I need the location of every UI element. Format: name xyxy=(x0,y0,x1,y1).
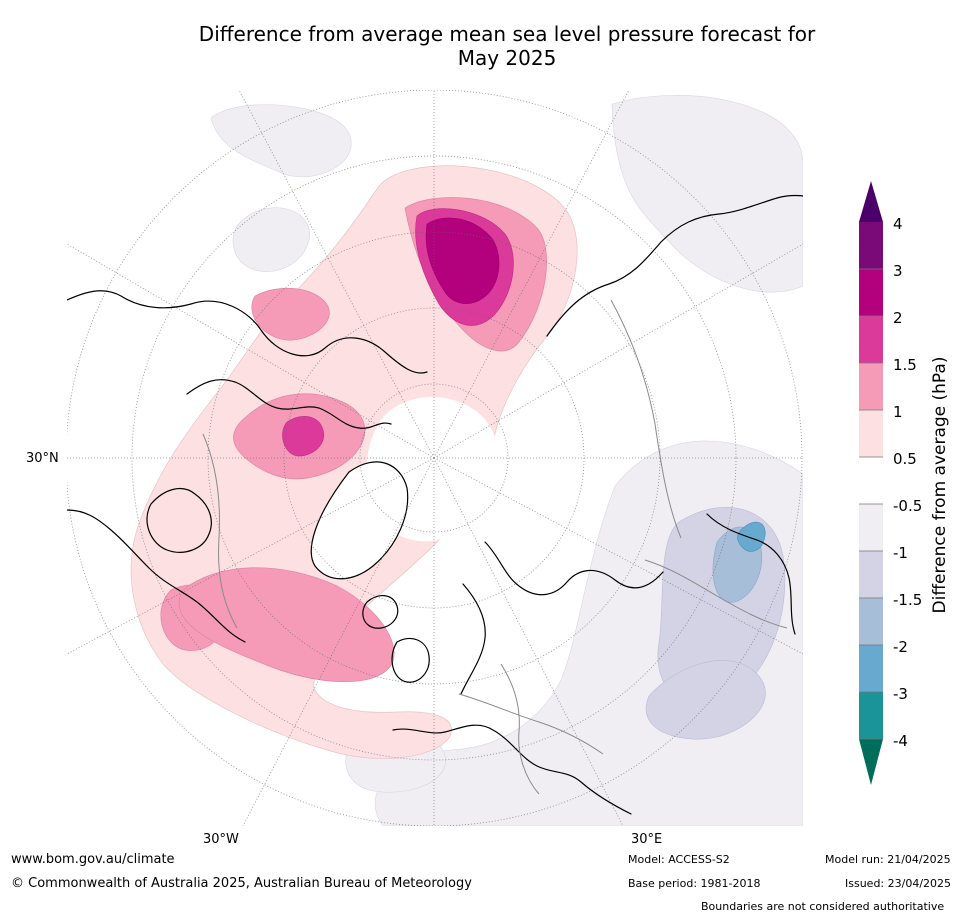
anomaly-light-lilac-northwest xyxy=(210,104,352,177)
title-line-1: Difference from average mean sea level p… xyxy=(198,22,816,46)
boundary-asia-2 xyxy=(644,559,788,629)
legend-band-0-5-to-1 xyxy=(859,410,883,457)
legend-band-2-to-3 xyxy=(859,269,883,316)
legend-label-minus-4: -4 xyxy=(893,732,908,750)
latitude-label-30n: 30°N xyxy=(26,451,59,466)
legend-band-minus-1-to-minus-1-5 xyxy=(859,551,883,598)
graticule-latitude-50 xyxy=(131,155,737,761)
coastline-europe-north xyxy=(484,541,664,596)
boundary-europe-2 xyxy=(500,663,540,795)
model-run-date: Model run: 21/04/2025 xyxy=(825,853,951,866)
meridian-120w xyxy=(67,243,435,459)
anomaly-magenta-arctic-north-america xyxy=(282,416,325,457)
legend-label-4: 4 xyxy=(893,215,903,233)
legend-band-minus-2-to-minus-3 xyxy=(859,645,883,692)
boundaries-disclaimer: Boundaries are not considered authoritat… xyxy=(701,900,945,913)
title-line-2: May 2025 xyxy=(457,46,557,70)
anomaly-blue-core xyxy=(737,521,766,552)
coastline-north-america-arctic xyxy=(186,379,392,429)
chart-title: Difference from average mean sea level p… xyxy=(0,22,965,70)
longitude-label-30w: 30°W xyxy=(203,832,239,847)
legend-band-3-to-4 xyxy=(859,222,883,269)
legend-label-0-5: 0.5 xyxy=(893,450,917,468)
boundary-asia-1 xyxy=(610,299,682,539)
color-scale-legend xyxy=(859,181,883,785)
greenland-landmass xyxy=(310,461,409,580)
legend-band-minus-3-to-minus-4 xyxy=(859,692,883,739)
legend-label-1: 1 xyxy=(893,403,903,421)
pressure-anomaly-map xyxy=(67,90,803,826)
boundary-north-america xyxy=(202,433,238,629)
coastline-asia-north xyxy=(546,194,803,337)
coastline-north-america-west xyxy=(67,290,428,374)
meridian-120e xyxy=(433,243,803,459)
legend-band-neutral xyxy=(859,457,883,504)
coastline-scandinavia xyxy=(460,583,486,695)
coastline-europe-south xyxy=(392,724,632,815)
legend-label-minus-1: -1 xyxy=(893,544,908,562)
issued-date: Issued: 23/04/2025 xyxy=(845,877,952,890)
legend-title: Difference from average (hPa) xyxy=(930,356,950,614)
meridian-60w xyxy=(67,457,435,655)
meridian-150e xyxy=(433,90,630,459)
coastline-hudson-bay xyxy=(146,487,212,553)
coastline-iceland xyxy=(362,595,399,629)
website-link[interactable]: www.bom.gov.au/climate xyxy=(11,852,175,867)
legend-label-minus-2: -2 xyxy=(893,638,908,656)
legend-band-1-to-1-5 xyxy=(859,363,883,410)
legend-label-2: 2 xyxy=(893,309,903,327)
legend-band-1-5-to-2 xyxy=(859,316,883,363)
meridian-60e xyxy=(433,457,803,655)
legend-arrow-above-4 xyxy=(859,181,883,222)
legend-arrow-below-minus-4 xyxy=(859,739,883,785)
graticule-latitude-80 xyxy=(359,383,509,533)
meridian-30w xyxy=(242,457,435,826)
anomaly-light-lilac-greenland-strip xyxy=(232,207,310,272)
anomaly-light-lilac-north-east xyxy=(611,95,803,293)
coastline-british-isles xyxy=(391,637,430,683)
anomaly-lavender-central-asia xyxy=(645,660,766,740)
legend-band-minus-1-5-to-minus-2 xyxy=(859,598,883,645)
model-name: Model: ACCESS-S2 xyxy=(628,853,730,866)
anomaly-pink-atlantic xyxy=(178,567,395,682)
longitude-label-30e: 30°E xyxy=(631,832,663,847)
legend-label-minus-1-5: -1.5 xyxy=(893,591,923,609)
boundary-europe-1 xyxy=(458,693,604,755)
meridian-150w xyxy=(238,90,435,459)
legend-label-minus-3: -3 xyxy=(893,685,908,703)
copyright-notice: © Commonwealth of Australia 2025, Austra… xyxy=(11,876,472,891)
legend-band-minus-0-5-to-minus-1 xyxy=(859,504,883,551)
coastline-asia-east xyxy=(706,513,796,635)
anomaly-deep-magenta-kara-core xyxy=(425,217,500,305)
legend-label-3: 3 xyxy=(893,262,903,280)
legend-label-minus-0-5: -0.5 xyxy=(893,497,923,515)
coastline-north-america-east xyxy=(67,509,246,643)
graticule-latitude-40 xyxy=(67,90,803,826)
legend-label-1-5: 1.5 xyxy=(893,356,917,374)
base-period: Base period: 1981-2018 xyxy=(628,877,761,890)
